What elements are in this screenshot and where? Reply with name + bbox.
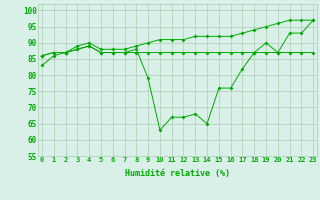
X-axis label: Humidité relative (%): Humidité relative (%) (125, 169, 230, 178)
